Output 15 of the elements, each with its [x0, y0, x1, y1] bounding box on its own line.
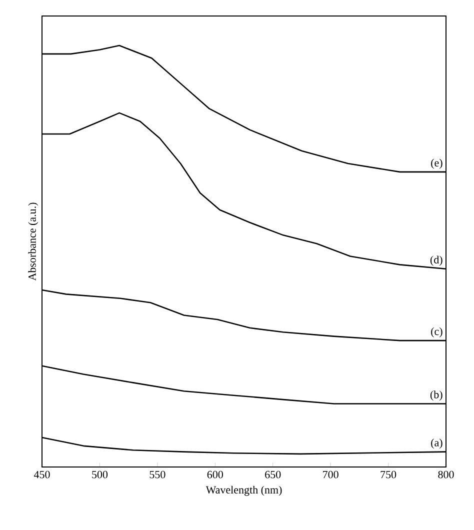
x-tick-label: 650	[265, 470, 281, 478]
y-axis-title: Absorbance (a.u.)	[28, 202, 38, 281]
x-tick-label: 450	[34, 470, 50, 478]
series-label: (d)	[430, 256, 442, 266]
x-tick-label: 500	[92, 470, 108, 478]
x-axis-title: Wavelength (nm)	[206, 486, 282, 496]
x-tick-label: 700	[323, 470, 338, 478]
series-label: (e)	[431, 158, 442, 169]
x-tick-label: 750	[380, 470, 396, 478]
series-label: (a)	[431, 438, 442, 449]
series-label: (c)	[431, 327, 442, 338]
x-tick-label: 800	[438, 470, 454, 478]
x-tick-label: 550	[150, 470, 166, 478]
x-tick-label: 600	[207, 470, 223, 478]
series-label: (b)	[430, 390, 442, 401]
